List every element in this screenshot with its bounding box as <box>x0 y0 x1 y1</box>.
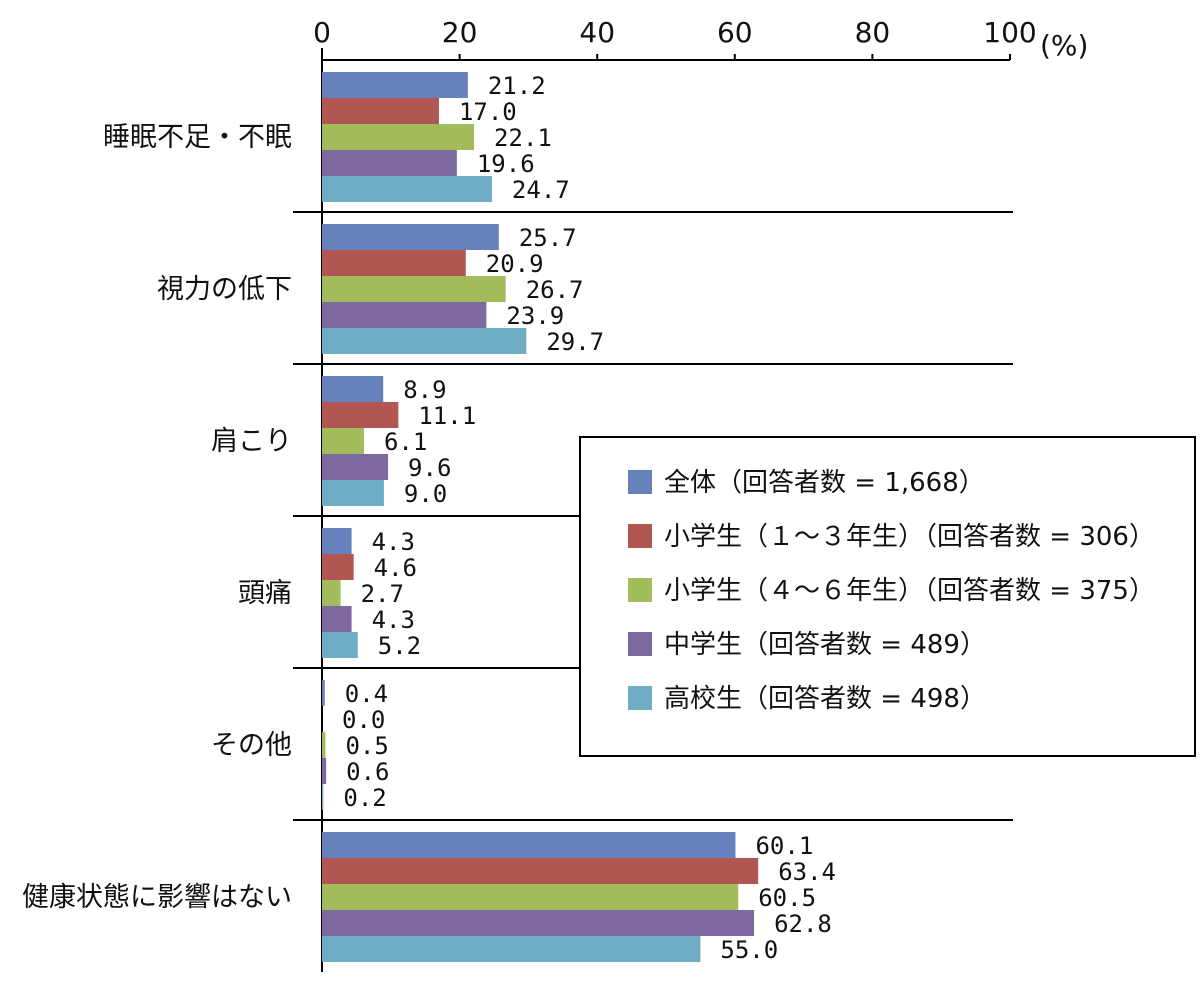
bar <box>322 224 499 250</box>
data-label: 8.9 <box>403 376 446 404</box>
bar <box>322 480 384 506</box>
bar <box>322 376 384 402</box>
bar <box>322 732 326 758</box>
bar <box>322 124 475 150</box>
legend-box <box>579 436 1196 757</box>
data-label: 5.2 <box>378 632 421 660</box>
data-label: 4.6 <box>374 554 417 582</box>
data-label: 55.0 <box>720 936 778 964</box>
x-tick-label: 20 <box>442 16 478 49</box>
values-layer: 21.217.022.119.624.7 25.720.926.723.929.7… <box>342 72 836 964</box>
data-label: 9.6 <box>408 454 451 482</box>
data-label: 20.9 <box>486 250 544 278</box>
x-tick-label: 40 <box>579 16 615 49</box>
bar <box>322 528 352 554</box>
bar <box>322 680 325 706</box>
data-label: 23.9 <box>506 302 564 330</box>
data-label: 2.7 <box>361 580 404 608</box>
data-label: 6.1 <box>384 428 427 456</box>
bar <box>322 402 399 428</box>
legend-swatch <box>628 686 652 710</box>
x-tick-label: 60 <box>717 16 753 49</box>
bar <box>322 302 487 328</box>
bar <box>322 858 759 884</box>
bar <box>322 98 439 124</box>
bar <box>322 784 324 810</box>
data-label: 26.7 <box>526 276 584 304</box>
bar <box>322 454 389 480</box>
category-label: 視力の低下 <box>157 274 292 305</box>
legend-label: 小学生（１～３年生）（回答者数 = 306） <box>664 522 1155 552</box>
unit-label: (%) <box>1040 29 1088 62</box>
data-label: 24.7 <box>512 176 570 204</box>
data-label: 21.2 <box>488 72 546 100</box>
x-tick-label: 0 <box>313 16 331 49</box>
bar <box>322 554 354 580</box>
data-label: 0.4 <box>345 680 388 708</box>
bar <box>322 884 739 910</box>
data-label: 63.4 <box>778 858 836 886</box>
category-label: その他 <box>211 730 292 761</box>
data-label: 4.3 <box>372 606 415 634</box>
bar <box>322 72 468 98</box>
data-label: 62.8 <box>774 910 832 938</box>
legend-swatch <box>628 632 652 656</box>
data-label: 29.7 <box>546 328 604 356</box>
data-label: 4.3 <box>372 528 415 556</box>
data-label: 60.1 <box>755 832 813 860</box>
data-label: 22.1 <box>494 124 552 152</box>
bar <box>322 328 527 354</box>
category-label: 睡眠不足・不眠 <box>103 122 292 153</box>
bar <box>322 832 736 858</box>
data-label: 11.1 <box>418 402 476 430</box>
bar <box>322 150 457 176</box>
bar <box>322 580 341 606</box>
bar <box>322 428 364 454</box>
data-label: 9.0 <box>404 480 447 508</box>
legend-label: 高校生（回答者数 = 498） <box>664 684 986 714</box>
bar <box>322 758 327 784</box>
legend-swatch <box>628 470 652 494</box>
data-label: 25.7 <box>519 224 577 252</box>
bar <box>322 276 506 302</box>
bar <box>322 910 755 936</box>
x-tick-label: 80 <box>855 16 891 49</box>
legend-swatch <box>628 524 652 548</box>
legend-label: 小学生（４～６年生）（回答者数 = 375） <box>664 576 1155 606</box>
bar <box>322 250 466 276</box>
x-tick-label: 100 <box>983 16 1036 49</box>
bar <box>322 632 358 658</box>
data-label: 60.5 <box>758 884 816 912</box>
legend: 全体（回答者数 = 1,668） 小学生（１～３年生）（回答者数 = 306） 小学… <box>579 436 1196 757</box>
data-label: 0.6 <box>346 758 389 786</box>
legend-swatch <box>628 578 652 602</box>
category-label: 健康状態に影響はない <box>22 882 292 913</box>
legend-label: 全体（回答者数 = 1,668） <box>664 468 985 498</box>
bars-layer <box>322 72 759 962</box>
data-label: 17.0 <box>459 98 517 126</box>
legend-label: 中学生（回答者数 = 489） <box>664 630 986 660</box>
bar <box>322 606 352 632</box>
data-label: 0.2 <box>343 784 386 812</box>
bar <box>322 176 492 202</box>
category-label: 頭痛 <box>238 578 292 609</box>
data-label: 19.6 <box>477 150 535 178</box>
data-label: 0.5 <box>345 732 388 760</box>
category-label: 肩こり <box>211 426 292 457</box>
ticks-layer: 0 20 40 60 80 100 <box>313 16 1037 60</box>
bar <box>322 936 701 962</box>
data-label: 0.0 <box>342 706 385 734</box>
